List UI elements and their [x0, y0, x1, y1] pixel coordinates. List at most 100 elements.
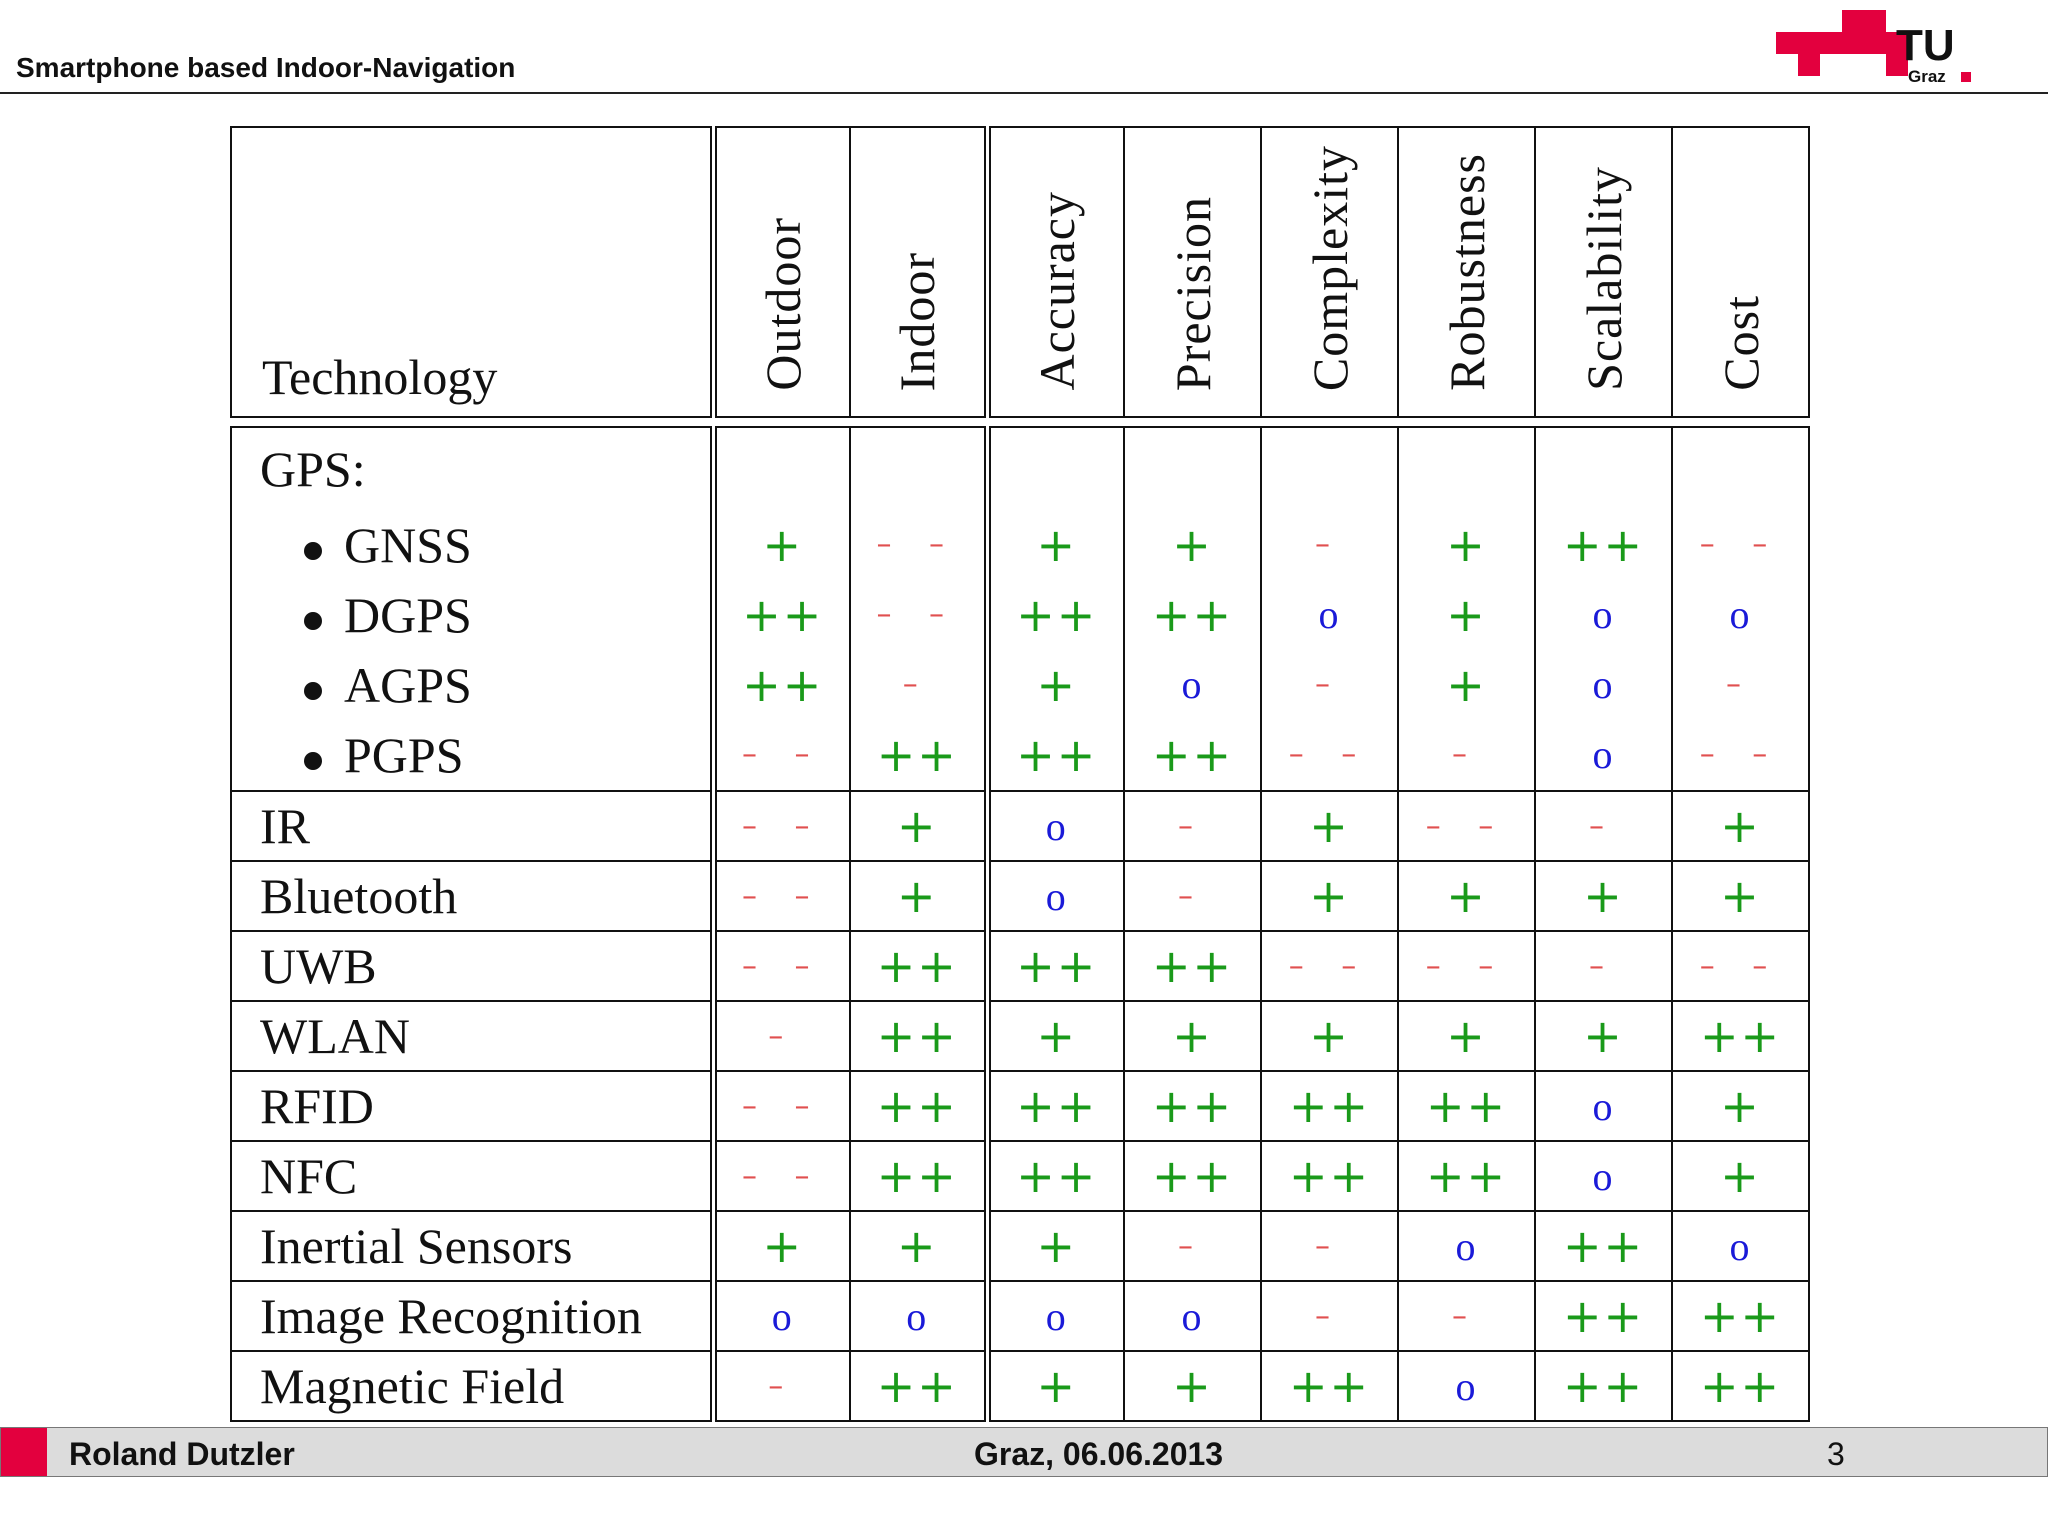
gps-item-agps: AGPS	[260, 650, 710, 720]
rating-mark: – –	[876, 597, 959, 632]
rating-cell: ++	[1123, 1140, 1262, 1212]
rating-mark: – –	[741, 878, 824, 914]
rating-cell: +	[986, 1000, 1125, 1072]
table-row: IR – – + o – + – – – +	[230, 790, 1810, 862]
rating-mark: – –	[741, 737, 824, 772]
rating-cell: +	[1260, 1000, 1399, 1072]
rating-cell: +	[1123, 1350, 1262, 1422]
rating-mark: +	[1446, 588, 1487, 642]
rating-mark: +	[1309, 869, 1350, 923]
rating-cell: +	[1260, 790, 1399, 862]
column-header-technology: Technology	[230, 126, 717, 418]
rating-cell: o	[1397, 1210, 1536, 1282]
rating-cell: –	[1123, 860, 1262, 932]
rating-cell: o	[1534, 1070, 1673, 1142]
rating-mark: +	[1446, 658, 1487, 712]
technology-name: RFID	[230, 1070, 717, 1142]
bullet-icon	[304, 611, 322, 630]
rating-mark: – –	[1699, 948, 1782, 984]
rating-mark: +	[1036, 518, 1078, 572]
gps-values-cost: – – o – – –	[1671, 426, 1810, 792]
rating-cell: ++	[1397, 1070, 1536, 1142]
rating-mark: ++	[1425, 1079, 1508, 1133]
rating-cell: +	[1260, 860, 1399, 932]
rating-cell: ++	[1397, 1140, 1536, 1212]
rating-cell: o	[986, 790, 1125, 862]
table-row: Image Recognition o o o o – – ++ ++	[230, 1280, 1810, 1352]
rating-cell: ++	[849, 1000, 991, 1072]
rating-cell: o	[849, 1280, 991, 1352]
column-header-accuracy: Accuracy	[986, 126, 1125, 418]
rating-cell: ++	[1671, 1280, 1810, 1352]
rating-cell: –	[1123, 1210, 1262, 1282]
rating-cell: +	[849, 790, 991, 862]
rating-mark: –	[1315, 1228, 1344, 1264]
gps-group-title: GPS:	[260, 441, 366, 497]
rating-cell: +	[1671, 1140, 1810, 1212]
technology-name: WLAN	[230, 1000, 717, 1072]
rating-cell: –	[1260, 1210, 1399, 1282]
rating-cell: – –	[1397, 930, 1536, 1002]
rating-mark: ++	[1699, 1289, 1782, 1343]
rating-mark: o	[1181, 1293, 1204, 1339]
table-row: Bluetooth – – + o – + + + +	[230, 860, 1810, 932]
table-row: UWB – – ++ ++ ++ – – – – – – –	[230, 930, 1810, 1002]
rating-mark: +	[1720, 869, 1761, 923]
technology-name: Image Recognition	[230, 1280, 717, 1352]
table-row: NFC – – ++ ++ ++ ++ ++ o +	[230, 1140, 1810, 1212]
rating-mark: ++	[1151, 939, 1234, 993]
rating-cell: +	[1534, 860, 1673, 932]
rating-cell: ++	[849, 1350, 991, 1422]
rating-mark: ++	[876, 1009, 958, 1063]
rating-mark: –	[1589, 808, 1618, 844]
rating-cell: ++	[1534, 1350, 1673, 1422]
rating-mark: o	[1045, 803, 1068, 849]
rating-mark: ++	[1699, 1009, 1782, 1063]
rating-mark: – –	[1425, 808, 1508, 844]
rating-mark: o	[906, 1293, 929, 1339]
rating-mark: o	[1592, 1153, 1615, 1199]
rating-cell: +	[986, 1350, 1125, 1422]
rating-mark: +	[1172, 518, 1213, 572]
rating-cell: ++	[1534, 1280, 1673, 1352]
table-row: RFID – – ++ ++ ++ ++ ++ o +	[230, 1070, 1810, 1142]
rating-cell: o	[986, 860, 1125, 932]
rating-mark: –	[768, 1368, 798, 1404]
rating-mark: ++	[1562, 1359, 1645, 1413]
technology-name: NFC	[230, 1140, 717, 1212]
rating-cell: +	[1397, 1000, 1536, 1072]
rating-cell: ++	[849, 930, 991, 1002]
rating-mark: +	[1720, 799, 1761, 853]
table-row: Magnetic Field – ++ + + ++ o ++ ++	[230, 1350, 1810, 1422]
rating-cell: –	[1534, 790, 1673, 862]
rating-mark: +	[1583, 869, 1624, 923]
rating-mark: – –	[876, 527, 959, 562]
rating-cell: – –	[712, 790, 851, 862]
technology-comparison-table: Technology Outdoor Indoor Accuracy Preci…	[230, 126, 1810, 1422]
rating-cell: –	[712, 1350, 851, 1422]
rating-mark: +	[896, 799, 938, 853]
rating-cell: –	[712, 1000, 851, 1072]
rating-mark: +	[1720, 1079, 1761, 1133]
rating-cell: ++	[1123, 930, 1262, 1002]
rating-cell: +	[1397, 860, 1536, 932]
rating-cell: ++	[849, 1140, 991, 1212]
footer-author: Roland Dutzler	[69, 1436, 295, 1472]
rating-cell: o	[986, 1280, 1125, 1352]
gps-values-indoor: – – – – – ++	[849, 426, 991, 792]
rating-mark: –	[902, 667, 932, 702]
slide-title: Smartphone based Indoor-Navigation	[16, 52, 516, 83]
rating-mark: – –	[741, 808, 824, 844]
technology-name: UWB	[230, 930, 717, 1002]
column-header-outdoor: Outdoor	[712, 126, 851, 418]
rating-mark: o	[1455, 1223, 1478, 1269]
table-header-separator	[231, 416, 1809, 428]
rating-mark: –	[1452, 1298, 1481, 1334]
rating-mark: +	[1446, 1009, 1487, 1063]
rating-mark: +	[762, 518, 804, 572]
page-number: 3	[1827, 1436, 1845, 1472]
rating-mark: o	[1729, 1223, 1752, 1269]
column-header-complexity: Complexity	[1260, 126, 1399, 418]
rating-cell: – –	[712, 1140, 851, 1212]
rating-mark: o	[1045, 873, 1068, 919]
